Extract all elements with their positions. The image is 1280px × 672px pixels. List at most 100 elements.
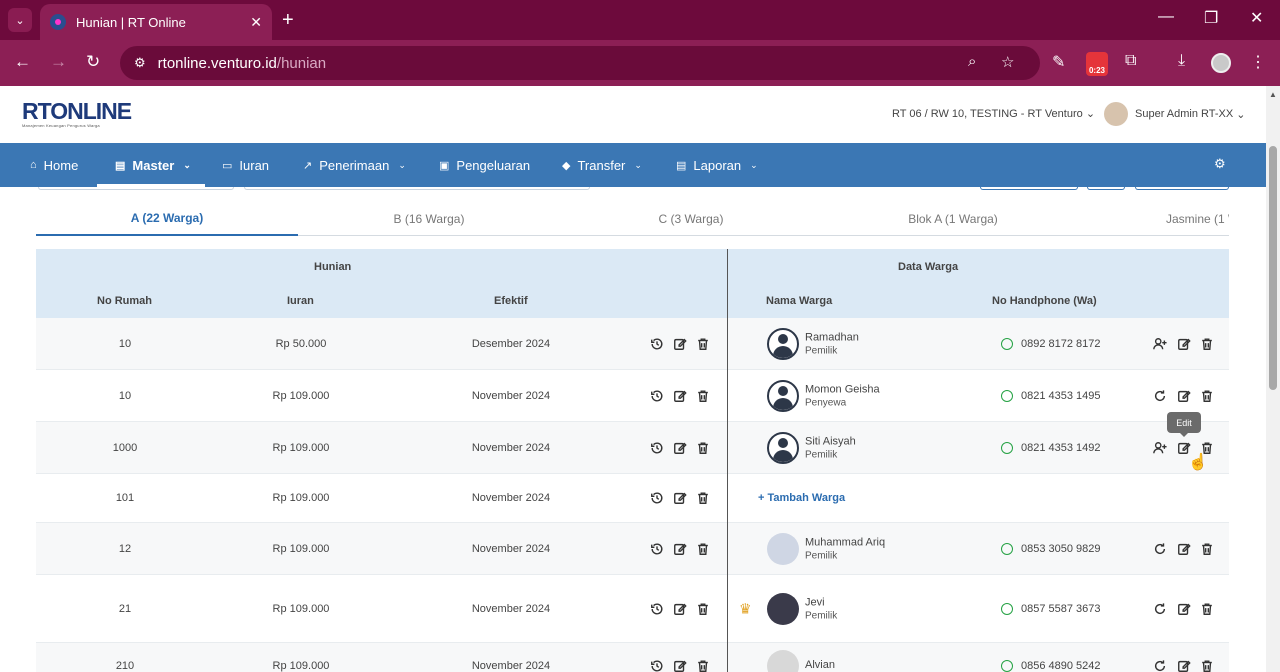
edit-hunian-icon[interactable]	[673, 441, 687, 455]
reload-icon[interactable]: ↻	[86, 52, 101, 71]
delete-warga-icon[interactable]	[1200, 441, 1214, 455]
warga-phone[interactable]: 0821 4353 1495	[1021, 389, 1101, 402]
tab-search-icon[interactable]: ⌄	[8, 8, 32, 32]
delete-hunian-icon[interactable]	[696, 602, 710, 616]
browser-menu-icon[interactable]: ⋮	[1250, 54, 1266, 71]
delete-warga-icon[interactable]	[1200, 659, 1214, 672]
minimize-icon[interactable]: —	[1158, 8, 1174, 25]
tambah-warga-button[interactable]: + Tambah Warga	[758, 492, 846, 504]
edit-hunian-icon[interactable]	[673, 337, 687, 351]
edit-warga-icon[interactable]	[1177, 441, 1191, 455]
extensions-icon[interactable]: ⧉	[1125, 52, 1137, 69]
add-penghuni-icon[interactable]	[1153, 441, 1167, 455]
whatsapp-icon[interactable]	[1001, 602, 1013, 615]
timer-extension-icon[interactable]: 0:23	[1086, 52, 1108, 76]
whatsapp-icon[interactable]	[1001, 660, 1013, 672]
warga-status: Pemilik	[805, 550, 838, 561]
edit-warga-icon[interactable]	[1177, 602, 1191, 616]
whatsapp-icon[interactable]	[1001, 441, 1013, 454]
nav-master[interactable]: ▤ Master ⌄	[115, 143, 191, 187]
whatsapp-icon[interactable]	[1001, 542, 1013, 555]
history-icon[interactable]	[650, 337, 664, 351]
whatsapp-icon[interactable]	[1001, 389, 1013, 402]
zoom-icon[interactable]: ⌕	[968, 53, 977, 70]
edit-warga-icon[interactable]	[1177, 542, 1191, 556]
forward-icon[interactable]: →	[50, 52, 67, 71]
toolbar-button[interactable]	[1135, 187, 1229, 190]
download-icon[interactable]: ⤓	[1178, 52, 1186, 69]
delete-warga-icon[interactable]	[1200, 337, 1214, 351]
back-icon[interactable]: ←	[14, 52, 31, 71]
toolbar-button[interactable]	[980, 187, 1078, 190]
bookmark-star-icon[interactable]: ☆	[1001, 54, 1015, 71]
window-close-icon[interactable]: ✕	[1250, 10, 1264, 27]
history-icon[interactable]	[650, 659, 664, 672]
scroll-up-icon[interactable]: ▲	[1269, 90, 1277, 99]
profile-avatar[interactable]	[1211, 53, 1231, 73]
new-tab-icon[interactable]: +	[282, 9, 294, 31]
edit-hunian-icon[interactable]	[673, 491, 687, 505]
edit-warga-icon[interactable]	[1177, 659, 1191, 672]
tab-block-b[interactable]: B (16 Warga)	[393, 211, 465, 226]
history-icon[interactable]	[650, 441, 664, 455]
add-penghuni-icon[interactable]	[1153, 337, 1167, 351]
warga-phone[interactable]: 0856 4890 5242	[1021, 660, 1101, 672]
history-icon[interactable]	[650, 389, 664, 403]
warga-phone[interactable]: 0821 4353 1492	[1021, 441, 1101, 454]
nav-iuran[interactable]: ▭ Iuran	[222, 143, 269, 187]
edit-hunian-icon[interactable]	[673, 542, 687, 556]
page-scrollbar[interactable]: ▲	[1266, 86, 1280, 672]
nav-transfer[interactable]: ◆ Transfer ⌄	[562, 143, 642, 187]
column-divider	[727, 249, 728, 672]
delete-hunian-icon[interactable]	[696, 337, 710, 351]
whatsapp-icon[interactable]	[1001, 337, 1013, 350]
reset-icon[interactable]	[1153, 602, 1167, 616]
nav-penerimaan[interactable]: ↗ Penerimaan ⌄	[303, 143, 406, 187]
toolbar-button[interactable]	[1087, 187, 1125, 190]
search-input[interactable]	[244, 187, 590, 190]
settings-icon[interactable]: ⚙	[1214, 156, 1226, 171]
reset-icon[interactable]	[1153, 542, 1167, 556]
tab-block-a[interactable]: A (22 Warga)	[36, 201, 298, 236]
filter-select[interactable]	[38, 187, 234, 190]
edit-hunian-icon[interactable]	[673, 659, 687, 672]
page: RTONLINE Manajemen Keuangan Pengurus War…	[0, 86, 1266, 672]
browser-tab[interactable]: Hunian | RT Online ✕	[40, 4, 272, 40]
feather-extension-icon[interactable]: ✎	[1052, 54, 1066, 71]
col-no-rumah: No Rumah	[97, 295, 152, 307]
delete-warga-icon[interactable]	[1200, 602, 1214, 616]
warga-phone[interactable]: 0857 5587 3673	[1021, 602, 1101, 615]
nav-pengeluaran[interactable]: ▣ Pengeluaran	[439, 143, 530, 187]
delete-hunian-icon[interactable]	[696, 389, 710, 403]
history-icon[interactable]	[650, 602, 664, 616]
nav-home[interactable]: ⌂ Home	[30, 143, 78, 187]
delete-hunian-icon[interactable]	[696, 659, 710, 672]
warga-phone[interactable]: 0892 8172 8172	[1021, 337, 1101, 350]
close-tab-icon[interactable]: ✕	[250, 13, 262, 30]
edit-hunian-icon[interactable]	[673, 602, 687, 616]
history-icon[interactable]	[650, 542, 664, 556]
address-bar[interactable]: ⚙ rtonline.venturo.id/hunian	[120, 46, 1040, 80]
delete-hunian-icon[interactable]	[696, 542, 710, 556]
reset-icon[interactable]	[1153, 659, 1167, 672]
app-logo[interactable]: RTONLINE Manajemen Keuangan Pengurus War…	[22, 98, 132, 132]
tab-block-c[interactable]: C (3 Warga)	[658, 211, 724, 226]
rt-selector[interactable]: RT 06 / RW 10, TESTING - RT Venturo ⌄	[892, 107, 1095, 120]
edit-warga-icon[interactable]	[1177, 389, 1191, 403]
user-menu[interactable]: Super Admin RT-XX ⌄	[1104, 102, 1246, 126]
edit-warga-icon[interactable]	[1177, 337, 1191, 351]
delete-hunian-icon[interactable]	[696, 441, 710, 455]
scroll-thumb[interactable]	[1269, 146, 1277, 390]
site-info-icon[interactable]: ⚙	[134, 55, 146, 70]
edit-hunian-icon[interactable]	[673, 389, 687, 403]
tab-block-blok-a[interactable]: Blok A (1 Warga)	[908, 211, 998, 226]
delete-hunian-icon[interactable]	[696, 491, 710, 505]
history-icon[interactable]	[650, 491, 664, 505]
warga-phone[interactable]: 0853 3050 9829	[1021, 542, 1101, 555]
nav-laporan[interactable]: ▤ Laporan ⌄	[676, 143, 758, 187]
reset-icon[interactable]	[1153, 389, 1167, 403]
delete-warga-icon[interactable]	[1200, 542, 1214, 556]
delete-warga-icon[interactable]	[1200, 389, 1214, 403]
tab-block-jasmine[interactable]: Jasmine (1 W	[1166, 211, 1229, 226]
restore-icon[interactable]: ❐	[1204, 10, 1219, 27]
